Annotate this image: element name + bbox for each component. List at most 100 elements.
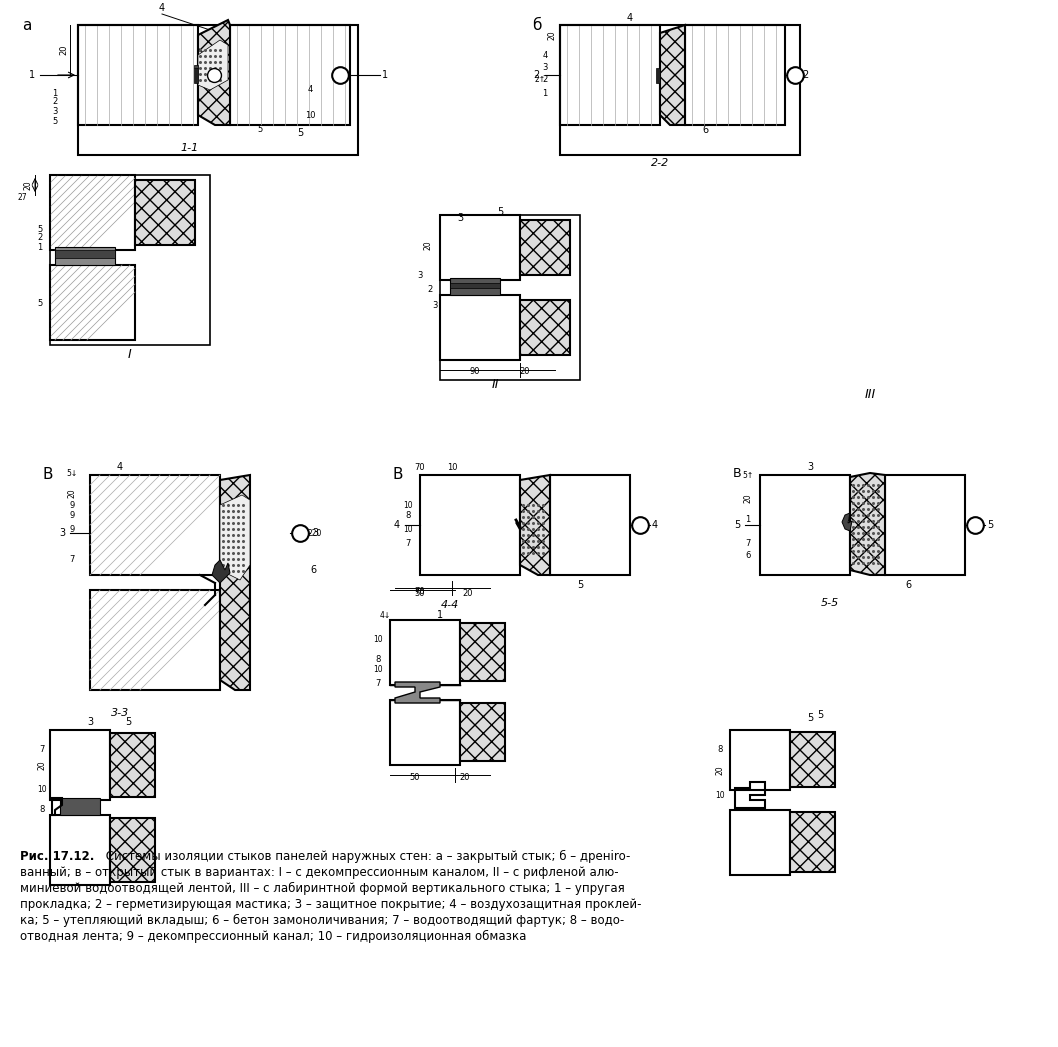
Bar xyxy=(110,818,156,882)
Text: 8: 8 xyxy=(405,511,411,519)
Bar xyxy=(90,591,220,690)
Text: 8: 8 xyxy=(717,745,723,755)
Text: 5: 5 xyxy=(817,710,823,720)
Text: 8: 8 xyxy=(39,805,44,815)
Text: 5: 5 xyxy=(987,520,993,530)
Text: 5: 5 xyxy=(807,713,814,723)
Text: 10: 10 xyxy=(305,111,315,119)
Text: 20: 20 xyxy=(519,367,530,377)
Bar xyxy=(78,25,198,125)
Bar xyxy=(110,733,156,797)
Text: 5: 5 xyxy=(297,128,304,138)
Bar xyxy=(194,65,198,68)
Text: 2: 2 xyxy=(427,286,433,294)
Text: 9: 9 xyxy=(70,511,75,519)
Text: 2: 2 xyxy=(543,75,548,85)
Text: 90: 90 xyxy=(470,367,480,377)
Text: В: В xyxy=(393,467,403,482)
Text: 8: 8 xyxy=(376,655,381,665)
Text: 3: 3 xyxy=(457,213,463,223)
Text: 7: 7 xyxy=(39,745,44,755)
Bar xyxy=(656,68,660,83)
Text: 3: 3 xyxy=(807,462,813,472)
Bar xyxy=(790,732,835,787)
Text: 6: 6 xyxy=(905,580,911,591)
Text: 10: 10 xyxy=(373,636,383,645)
Text: 5: 5 xyxy=(257,126,262,134)
Text: 2: 2 xyxy=(802,70,808,80)
Text: 10: 10 xyxy=(37,785,47,795)
Bar xyxy=(760,475,850,575)
Polygon shape xyxy=(198,40,229,90)
Bar xyxy=(450,279,500,295)
Text: 5: 5 xyxy=(577,580,583,591)
Bar xyxy=(790,812,835,872)
Text: 1: 1 xyxy=(29,70,35,80)
Text: В: В xyxy=(43,467,54,482)
Bar xyxy=(60,798,101,815)
Text: 5↓: 5↓ xyxy=(67,468,77,477)
Bar xyxy=(230,25,350,125)
Bar xyxy=(135,180,195,245)
Text: 27: 27 xyxy=(17,193,26,201)
Text: 2↑: 2↑ xyxy=(534,75,546,84)
Text: 70: 70 xyxy=(415,463,425,471)
Bar xyxy=(390,620,460,685)
Text: 7: 7 xyxy=(405,538,411,548)
Text: 3: 3 xyxy=(312,528,318,538)
Bar xyxy=(78,25,358,155)
Text: 10: 10 xyxy=(446,463,457,471)
Text: миниевой водоотводящей лентой, III – с лабиринтной формой вертикального стыка; 1: миниевой водоотводящей лентой, III – с л… xyxy=(20,882,625,895)
Text: 5: 5 xyxy=(37,225,42,235)
Text: 1-1: 1-1 xyxy=(181,143,199,153)
Text: отводная лента; 9 – декомпрессионный канал; 10 – гидроизоляционная обмазка: отводная лента; 9 – декомпрессионный кан… xyxy=(20,930,527,943)
Polygon shape xyxy=(395,682,440,703)
Bar xyxy=(560,25,660,125)
Bar xyxy=(550,475,630,575)
Text: 3: 3 xyxy=(59,528,65,538)
Text: 5: 5 xyxy=(37,298,42,308)
Bar xyxy=(420,475,519,575)
Bar xyxy=(450,283,500,288)
Text: 4: 4 xyxy=(394,520,400,530)
Polygon shape xyxy=(220,495,250,580)
Text: 4: 4 xyxy=(652,520,658,530)
Text: 20: 20 xyxy=(462,588,473,598)
Bar xyxy=(90,475,220,575)
Bar xyxy=(460,703,505,761)
Bar xyxy=(55,247,115,265)
Text: 1: 1 xyxy=(382,70,388,80)
Text: 2: 2 xyxy=(37,233,42,243)
Text: 1: 1 xyxy=(437,610,443,620)
Bar xyxy=(50,815,110,885)
Text: 7: 7 xyxy=(376,678,381,688)
Text: 10: 10 xyxy=(403,526,413,535)
Text: 20: 20 xyxy=(59,45,69,55)
Bar xyxy=(440,215,519,280)
Bar xyxy=(390,700,460,765)
Bar xyxy=(519,300,570,355)
Text: 2-2: 2-2 xyxy=(651,158,669,168)
Bar xyxy=(519,220,570,275)
Text: 6: 6 xyxy=(310,565,316,575)
Bar xyxy=(50,175,209,346)
Text: 4: 4 xyxy=(308,86,312,94)
Bar xyxy=(730,730,790,790)
Bar xyxy=(730,810,790,875)
Text: 5-5: 5-5 xyxy=(821,598,839,608)
Text: 4↓: 4↓ xyxy=(380,610,390,620)
Polygon shape xyxy=(220,475,250,690)
Text: а: а xyxy=(22,18,32,34)
Text: прокладка; 2 – герметизирующая мастика; 3 – защитное покрытие; 4 – воздухозащитн: прокладка; 2 – герметизирующая мастика; … xyxy=(20,898,641,911)
Text: 20: 20 xyxy=(715,765,725,775)
Text: 4: 4 xyxy=(159,3,165,13)
Bar xyxy=(50,175,135,250)
Text: 3: 3 xyxy=(543,64,548,72)
Text: б: б xyxy=(532,18,542,34)
Polygon shape xyxy=(842,513,852,531)
Text: 2: 2 xyxy=(533,70,540,80)
Polygon shape xyxy=(212,560,230,583)
Bar xyxy=(460,623,505,681)
Text: 5: 5 xyxy=(125,717,131,727)
Text: 10: 10 xyxy=(373,666,383,674)
